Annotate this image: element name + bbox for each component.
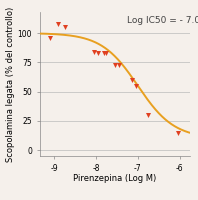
Point xyxy=(113,63,116,66)
Point xyxy=(49,36,52,39)
Point xyxy=(105,51,108,55)
Y-axis label: Scopolamina legata (% del controllo): Scopolamina legata (% del controllo) xyxy=(6,6,15,162)
Point xyxy=(97,51,100,55)
Point xyxy=(92,50,95,53)
Point xyxy=(130,78,133,82)
Point xyxy=(134,84,137,87)
Point xyxy=(57,22,60,25)
X-axis label: Pirenzepina (Log M): Pirenzepina (Log M) xyxy=(73,174,156,183)
Text: Log IC50 = - 7.0: Log IC50 = - 7.0 xyxy=(127,16,198,25)
Point xyxy=(63,26,66,29)
Point xyxy=(147,113,150,117)
Point xyxy=(103,51,106,55)
Point xyxy=(117,63,121,66)
Point xyxy=(176,131,179,134)
